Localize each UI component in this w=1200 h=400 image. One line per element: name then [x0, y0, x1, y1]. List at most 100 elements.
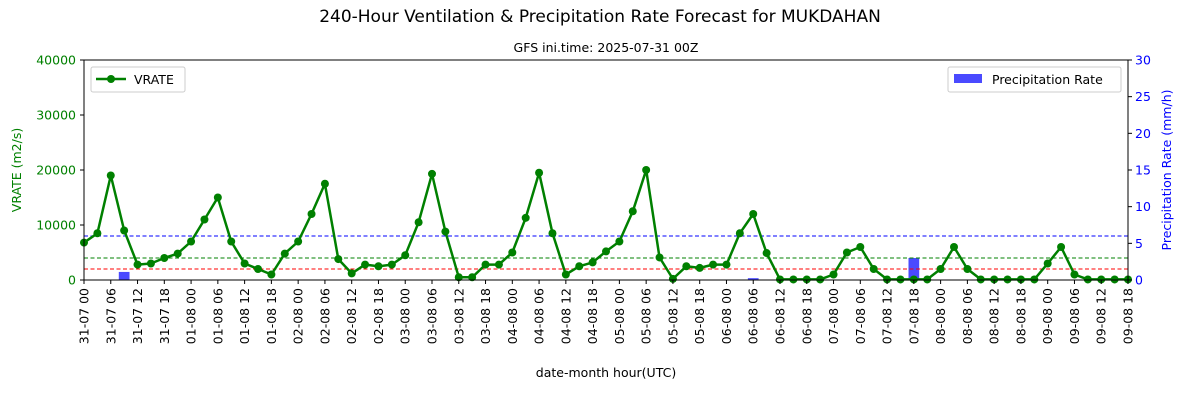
vrate-point — [334, 255, 343, 264]
y-tick-label-left: 40000 — [36, 53, 76, 68]
vrate-point — [762, 249, 771, 258]
vrate-point — [227, 237, 236, 246]
vrate-point — [93, 229, 102, 238]
x-tick-label: 08-08 12 — [987, 288, 1002, 344]
vrate-point — [856, 243, 865, 251]
x-tick-label: 03-08 00 — [398, 288, 413, 344]
vrate-point — [481, 260, 490, 269]
y-tick-label-right: 25 — [1135, 89, 1151, 104]
vrate-point — [869, 265, 878, 273]
x-tick-label: 01-08 18 — [264, 288, 279, 344]
x-tick-label: 07-08 12 — [880, 288, 895, 344]
axes: 0 10000 20000 30000 40000 0 5 10 15 20 25 30 31-07 0… — [36, 53, 1151, 345]
legend-right: Precipitation Rate — [947, 66, 1122, 93]
precip-bar — [118, 271, 130, 280]
x-tick-label: 03-08 06 — [425, 288, 440, 344]
y-axis-label-left: VRATE (m2/s) — [9, 128, 24, 212]
y-tick-label-right: 30 — [1135, 53, 1151, 68]
chart-subtitle: GFS ini.time: 2025-07-31 00Z — [514, 40, 699, 55]
x-tick-label: 31-07 00 — [77, 288, 92, 344]
x-tick-label: 08-08 18 — [1013, 288, 1028, 344]
vrate-point — [200, 215, 209, 224]
vrate-point — [842, 248, 851, 257]
x-tick-label: 05-08 06 — [639, 288, 654, 344]
x-tick-label: 03-08 18 — [478, 288, 493, 344]
vrate-point — [990, 275, 999, 284]
vrate-point — [294, 237, 303, 246]
x-tick-label: 07-08 18 — [906, 288, 921, 344]
vrate-point — [668, 274, 677, 283]
precip-bar — [908, 258, 920, 280]
x-tick-label: 04-08 00 — [505, 288, 520, 344]
vrate-point — [267, 270, 276, 279]
x-tick-label: 07-08 00 — [826, 288, 841, 344]
x-tick-label: 09-08 06 — [1067, 288, 1082, 344]
x-tick-label: 02-08 12 — [344, 288, 359, 344]
x-tick-label: 04-08 06 — [532, 288, 547, 344]
x-tick-label: 02-08 06 — [317, 288, 332, 344]
vrate-point — [950, 243, 958, 251]
legend-precip-label: Precipitation Rate — [992, 72, 1103, 87]
x-tick-label: 07-08 06 — [853, 288, 868, 344]
vrate-point — [628, 207, 637, 216]
vrate-point — [1110, 275, 1119, 284]
vrate-point — [923, 275, 932, 284]
y-axis-label-right: Precipitation Rate (mm/h) — [1159, 90, 1174, 251]
vrate-point — [454, 273, 463, 282]
x-tick-label: 05-08 00 — [612, 288, 627, 344]
vrate-point — [521, 213, 530, 222]
vrate-point — [280, 249, 289, 258]
vrate-point — [548, 229, 557, 238]
vrate-point — [146, 259, 155, 268]
vrate-point — [254, 265, 262, 273]
legend-box-right — [947, 66, 1122, 93]
vrate-point — [1016, 275, 1025, 284]
legend-box-left — [90, 66, 186, 93]
vrate-point — [428, 169, 436, 178]
y-tick-label-right: 20 — [1135, 126, 1151, 141]
x-tick-label: 08-08 06 — [960, 288, 975, 344]
y-tick-label-right: 15 — [1135, 163, 1151, 178]
vrate-point — [494, 260, 503, 269]
vrate-point — [883, 275, 892, 284]
y-tick-label-left: 20000 — [36, 163, 76, 178]
vrate-point — [735, 229, 744, 238]
x-tick-label: 01-08 12 — [237, 288, 252, 344]
vrate-line — [83, 168, 1128, 281]
vrate-point — [361, 260, 370, 269]
vrate-point — [307, 210, 316, 218]
vrate-point — [508, 248, 517, 257]
y-tick-label-right: 0 — [1135, 273, 1143, 288]
vrate-point — [829, 270, 838, 279]
x-tick-label: 09-08 00 — [1040, 288, 1055, 344]
vrate-point — [213, 193, 222, 202]
vrate-point — [347, 269, 356, 278]
vrate-point — [802, 275, 811, 284]
y-tick-label-left: 10000 — [36, 218, 76, 233]
precip-bar — [747, 278, 759, 280]
x-tick-label: 04-08 18 — [585, 288, 600, 344]
vrate-point — [896, 275, 905, 284]
x-tick-label: 09-08 12 — [1094, 288, 1109, 344]
legend-left: VRATE — [90, 66, 186, 93]
vrate-point — [709, 260, 718, 269]
x-tick-label: 05-08 12 — [665, 288, 680, 344]
vrate-point — [1083, 275, 1092, 284]
x-tick-label: 01-08 06 — [210, 288, 225, 344]
x-tick-label: 06-08 06 — [746, 288, 761, 344]
vrate-point — [722, 260, 731, 269]
vrate-point — [1057, 243, 1066, 251]
vrate-point — [1003, 275, 1012, 284]
x-tick-label: 08-08 00 — [933, 288, 948, 344]
vrate-point — [695, 263, 704, 272]
vrate-point — [816, 275, 825, 284]
vrate-point — [1043, 259, 1052, 268]
x-axis-label: date-month hour(UTC) — [536, 365, 676, 380]
vrate-point — [642, 166, 651, 174]
y-tick-label-right: 5 — [1135, 236, 1143, 251]
vrate-point — [160, 254, 169, 262]
vrate-point — [320, 179, 329, 188]
vrate-point — [789, 275, 798, 284]
y-tick-label-right: 10 — [1135, 199, 1151, 214]
